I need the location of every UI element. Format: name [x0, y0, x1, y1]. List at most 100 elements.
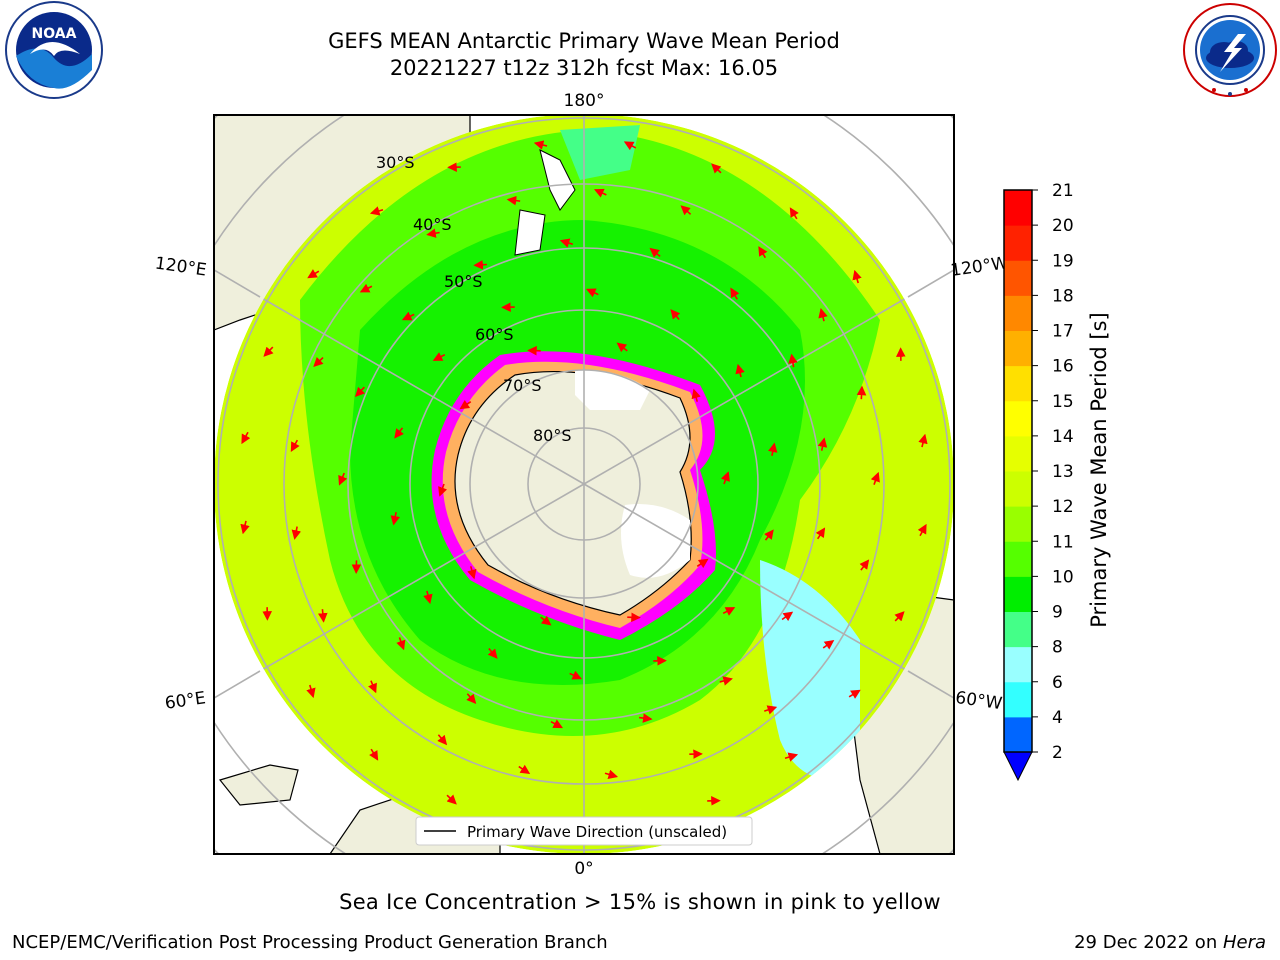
lat-label-30s: 30°S	[376, 153, 415, 172]
wave-arrow	[240, 520, 250, 535]
legend-label: Primary Wave Direction (unscaled)	[467, 823, 727, 841]
wave-arrow	[696, 558, 709, 569]
colorbar-tick-label: 4	[1052, 708, 1063, 728]
wave-arrow	[313, 356, 324, 368]
wave-arrow	[559, 238, 574, 248]
wave-arrow	[767, 442, 778, 456]
colorbar: 2 4 6 8 9 10 11 12 13 14 15 16 17 18 19 20 21	[1003, 181, 1074, 782]
credit-date: 29 Dec 2022 on Hera	[1074, 932, 1266, 953]
wave-arrow	[781, 611, 794, 622]
wave-arrow	[487, 647, 498, 659]
wave-arrow	[466, 693, 477, 705]
wave-arrow	[670, 309, 681, 321]
nz-land	[514, 149, 576, 256]
colorbar-segment	[1004, 225, 1032, 261]
wave-arrow	[720, 471, 730, 485]
wave-arrow	[291, 526, 302, 540]
lat-label-60s: 60°S	[475, 325, 514, 344]
colorbar-segment	[1004, 260, 1032, 296]
wave-arrow	[680, 205, 692, 216]
wave-arrow	[894, 611, 905, 622]
colorbar-extend	[1003, 751, 1033, 782]
colorbar-segment	[1004, 541, 1032, 577]
colorbar-tick-label: 12	[1052, 497, 1074, 517]
colorbar-tick-label: 2	[1052, 743, 1063, 763]
credit-host: Hera	[1222, 932, 1266, 953]
colorbar-tick-label: 10	[1052, 567, 1074, 587]
lon-label-60w: 60°W	[954, 688, 1003, 714]
wave-arrow	[818, 308, 828, 322]
credit-branch: NCEP/EMC/Verification Post Processing Pr…	[12, 932, 608, 953]
colorbar-segment	[1004, 295, 1032, 331]
colorbar-segment	[1004, 506, 1032, 542]
wave-arrow	[649, 247, 661, 258]
wave-arrow	[426, 228, 440, 238]
wave-arrow	[784, 752, 799, 762]
colorbar-tick-label: 14	[1052, 427, 1074, 447]
wave-arrow	[758, 246, 768, 259]
lon-label-0: 0°	[574, 859, 593, 879]
wave-arrow	[722, 607, 736, 616]
wave-arrow	[263, 346, 274, 357]
colorbar-tick-label: 13	[1052, 462, 1074, 482]
lon-label-180: 180°	[564, 91, 605, 111]
wave-arrow	[569, 670, 583, 680]
wave-arrow	[918, 433, 928, 448]
lon-label-120e: 120°E	[154, 254, 208, 281]
credit-date-text: 29 Dec 2022 on	[1074, 932, 1223, 953]
wave-arrow	[788, 353, 798, 368]
colorbar-tick-label: 8	[1052, 638, 1063, 658]
wave-arrow	[359, 283, 373, 293]
colorbar-tick-label: 6	[1052, 673, 1063, 693]
wave-arrow	[318, 609, 328, 623]
lon-label-120w: 120°W	[949, 253, 1009, 281]
wave-arrow	[354, 386, 366, 397]
chart-subtitle: 20221227 t12z 312h fcst Max: 16.05	[389, 56, 779, 80]
wave-arrow	[859, 559, 870, 571]
wave-arrow	[870, 471, 880, 485]
colorbar-tick-label: 21	[1052, 181, 1074, 201]
map-border	[213, 114, 955, 855]
noaa-logo: NOAA	[5, 1, 103, 99]
wave-arrow	[369, 748, 379, 761]
wave-arrow	[241, 431, 251, 445]
colorbar-segment	[1004, 435, 1032, 472]
noaa-logo-text: NOAA	[32, 26, 77, 42]
wave-arrow	[423, 590, 433, 605]
colorbar-segment	[1004, 681, 1032, 718]
wave-arrow	[822, 640, 835, 650]
chart-title: GEFS MEAN Antarctic Primary Wave Mean Pe…	[328, 29, 840, 53]
wave-arrow	[369, 206, 384, 216]
wave-arrow	[338, 472, 348, 486]
map-area: 30°S 40°S 50°S 60°S 70°S 80°S Primary Wa…	[214, 115, 954, 854]
wave-arrow	[396, 637, 406, 651]
colorbar-segment	[1004, 471, 1032, 507]
colorbar-segment	[1004, 716, 1032, 753]
wave-arrow	[856, 385, 867, 400]
wave-arrow	[917, 523, 927, 537]
colorbar-tick-label: 9	[1052, 603, 1063, 623]
wave-arrow	[473, 259, 487, 270]
wave-arrow	[730, 287, 740, 300]
colorbar-segment	[1004, 611, 1032, 648]
land-madagascar	[218, 764, 299, 806]
wave-arrow	[550, 719, 563, 729]
wave-arrow	[616, 342, 628, 353]
colorbar-segment	[1004, 576, 1032, 612]
nws-logo	[1183, 3, 1277, 97]
colorbar-segment	[1004, 365, 1032, 402]
wave-arrow	[518, 764, 531, 774]
wave-arrow	[446, 794, 457, 805]
wave-arrow	[593, 188, 607, 198]
wave-arrow	[540, 615, 552, 626]
wave-arrow	[764, 529, 774, 541]
wave-arrow	[306, 684, 316, 699]
wave-arrow	[852, 269, 862, 284]
lon-label-60e: 60°E	[164, 688, 207, 713]
wave-arrow	[638, 713, 653, 723]
wave-arrow	[438, 483, 448, 497]
wave-arrow	[432, 352, 446, 361]
colorbar-tick-label: 19	[1052, 251, 1074, 271]
colorbar-label: Primary Wave Mean Period [s]	[1087, 312, 1111, 628]
